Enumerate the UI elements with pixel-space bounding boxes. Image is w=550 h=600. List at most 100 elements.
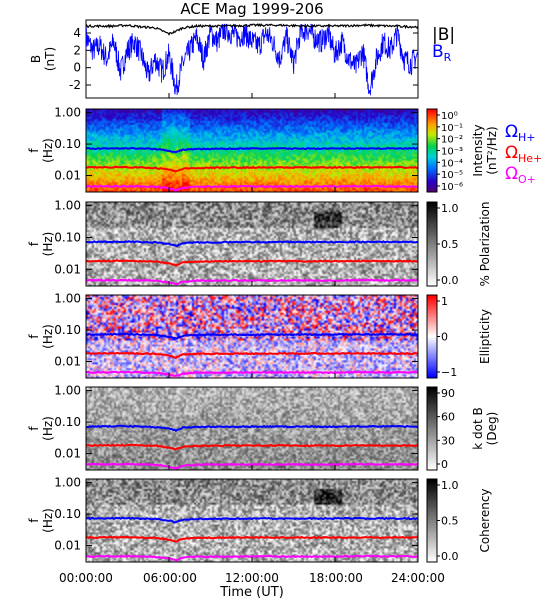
colorbar-tick-label: 10⁰ [441, 111, 458, 122]
y-tick-label: 0.01 [54, 169, 81, 183]
colorbar-tick-label: 0 [441, 458, 448, 471]
legend-omega-h-sym: Ω [505, 122, 518, 142]
y-tick-label: 0.01 [54, 355, 81, 369]
y-tick-label: 1.00 [54, 476, 81, 490]
gyrofrequency-line [85, 351, 419, 360]
y-tick-label: 0.01 [54, 447, 81, 461]
y-axis-unit: (Hz) [41, 508, 55, 533]
colorbar-tick-label: 30 [441, 434, 455, 447]
gyrofrequency-line [85, 278, 419, 286]
y-tick-label: 1.00 [54, 199, 81, 213]
colorbar-unit: (nT²/Hz) [485, 126, 499, 174]
gyrofrequency-line [85, 443, 419, 451]
y-axis-unit: (Hz) [41, 232, 55, 257]
coherency-panel: 1.00 0.10 0.01 f (Hz) 1.0 0.5 0.0 Coherency [27, 476, 492, 563]
y-tick-label: 4 [73, 26, 81, 40]
colorbar-tick-label: 0 [441, 331, 448, 344]
gyrofrequency-line [85, 184, 419, 192]
colorbar-tick-label: 1.0 [441, 202, 459, 215]
polarization-colorbar: 1.0 0.5 0.0 % Polarization [426, 201, 492, 287]
colorbar-title: % Polarization [478, 202, 492, 287]
polarization-spectrogram-image [86, 202, 418, 286]
y-axis-unit: (nT) [43, 47, 57, 71]
gyrofrequency-line [85, 535, 419, 543]
ellipticity-panel: 1.00 0.10 0.01 f (Hz) 1 0 −1 Ellipticity [27, 292, 492, 379]
y-axis-title: f [27, 334, 41, 339]
series-br-line [85, 23, 419, 96]
legend-br-base: B [432, 42, 444, 62]
colorbar-tick-label: 1.0 [441, 479, 459, 492]
y-axis-title: f [27, 148, 41, 153]
x-tick-label: 06:00:00 [143, 571, 197, 585]
y-axis-title: f [27, 241, 41, 246]
legend-b-magnitude: |B| [432, 25, 455, 45]
x-tick-label: 00:00:00 [59, 571, 113, 585]
chart-title: ACE Mag 1999-206 [180, 0, 323, 18]
y-tick-label: 2 [73, 43, 81, 57]
y-axis-unit: (Hz) [41, 416, 55, 441]
intensity-spectrogram-image [86, 109, 418, 192]
y-axis-title: B [29, 55, 43, 63]
legend-omega-h: ΩH+ [505, 122, 536, 144]
colorbar-tick-label: 10⁻⁴ [441, 158, 463, 169]
colorbar-tick-label: 0.0 [441, 274, 459, 287]
colorbar-gradient [427, 295, 437, 378]
x-axis-title: Time (UT) [219, 585, 284, 600]
gyrofrequency-line [85, 332, 419, 340]
legend-omega-o: ΩO+ [505, 164, 536, 186]
colorbar-tick-label: 10⁻⁵ [441, 170, 463, 181]
gyrofrequency-line [85, 370, 419, 378]
legend-br: BR [432, 42, 452, 64]
gyrofrequency-line [85, 516, 419, 524]
colorbar-tick-label: 0.5 [441, 515, 459, 528]
colorbar-tick-label: 0.0 [441, 550, 459, 563]
y-tick-label: 0.10 [54, 230, 81, 244]
y-axis-title: f [27, 518, 41, 523]
polarization-panel: 1.00 0.10 0.01 f (Hz) 1.0 0.5 0.0 % Polarization [27, 199, 492, 287]
gyrofrequency-line [85, 240, 419, 248]
colorbar-tick-label: 1 [441, 295, 448, 308]
legend-omega-h-sub: H+ [518, 131, 536, 144]
kdotb-spectrogram-image [86, 387, 418, 470]
x-tick-label: 24:00:00 [391, 571, 445, 585]
colorbar-unit: (Deg) [485, 412, 499, 446]
kdotb-colorbar: 90 60 30 0 k dot B (Deg) [426, 386, 499, 471]
colorbar-tick-label: 10⁻³ [441, 147, 463, 158]
colorbar-tick-label: 90 [441, 387, 455, 400]
y-tick-label: 0.10 [54, 323, 81, 337]
gyrofrequency-line [85, 259, 419, 268]
colorbar-title: Intensity [471, 124, 485, 176]
colorbar-title: Ellipticity [478, 309, 492, 364]
y-tick-label: 0.10 [54, 507, 81, 521]
legend-omega-o-sym: Ω [505, 164, 518, 184]
gyrofrequency-line [85, 462, 419, 470]
time-axis: 00:00:00 06:00:00 12:00:00 18:00:00 24:0… [59, 571, 445, 600]
y-tick-label: -2 [69, 78, 81, 92]
colorbar-tick-label: −1 [441, 366, 457, 379]
colorbar-frame [426, 386, 438, 471]
colorbar-title: k dot B [471, 407, 485, 449]
gyrofrequency-line [85, 424, 419, 433]
legend-omega-he-sub: He+ [518, 152, 542, 165]
legend-omega-he: ΩHe+ [505, 143, 542, 165]
colorbar-tick-label: 10⁻² [441, 135, 463, 146]
y-tick-label: 0 [73, 61, 81, 75]
y-tick-label: 0.01 [54, 539, 81, 553]
y-axis-title: f [27, 426, 41, 431]
colorbar-tick-label: 10⁻¹ [441, 123, 463, 134]
series-b-magnitude-line [85, 22, 419, 36]
gyrofrequency-line [85, 165, 419, 173]
coherency-colorbar: 1.0 0.5 0.0 Coherency [426, 478, 492, 563]
y-tick-label: 1.00 [54, 384, 81, 398]
ellipticity-colorbar: 1 0 −1 Ellipticity [426, 294, 492, 379]
legend-omega-o-sub: O+ [518, 173, 536, 186]
legend-br-sub: R [444, 51, 452, 64]
y-tick-label: 0.01 [54, 262, 81, 276]
y-axis-unit: (Hz) [41, 138, 55, 163]
gyrofrequency-line [85, 146, 419, 154]
x-tick-label: 18:00:00 [309, 571, 363, 585]
field-panel: 4 2 0 -2 B (nT) [29, 19, 419, 99]
y-tick-label: 0.10 [54, 137, 81, 151]
colorbar-gradient [427, 109, 437, 192]
